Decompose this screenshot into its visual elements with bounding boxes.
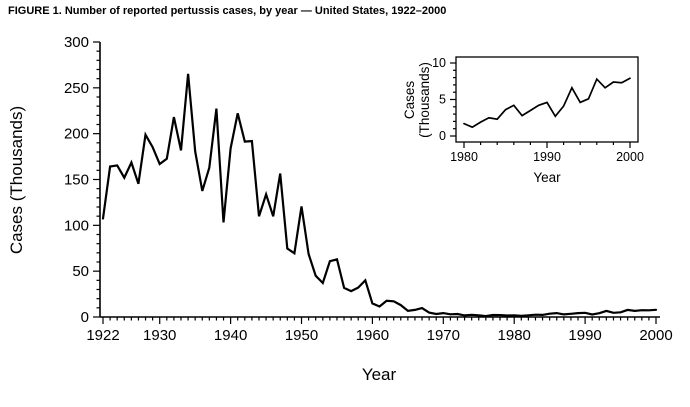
main-y-axis-label: Cases (Thousands) — [7, 106, 26, 254]
x-tick-label: 1922 — [86, 327, 119, 344]
y-tick-label: 100 — [64, 217, 89, 234]
inset-y-axis-label-line2: (Thousands) — [417, 62, 432, 138]
y-tick-label: 50 — [72, 263, 89, 280]
main-chart: 1922 1930 1940 1950 1960 1970 1980 1990 20000501… — [7, 34, 673, 384]
x-tick-label: 1940 — [214, 327, 247, 344]
main-x-axis-label: Year — [362, 365, 397, 384]
y-tick-label: 200 — [64, 126, 89, 143]
x-tick-label: 1990 — [568, 327, 601, 344]
inset-y-axis-label-line1: Cases — [402, 81, 417, 120]
inset-series-line — [463, 77, 631, 129]
inset-x-axis-label: Year — [533, 170, 561, 185]
y-tick-label: 300 — [64, 34, 89, 51]
x-tick-label: 1930 — [143, 327, 176, 344]
x-tick-label: 1950 — [285, 327, 318, 344]
inset-frame — [455, 56, 639, 143]
y-tick-label: 0 — [81, 309, 89, 326]
x-tick-label: 1980 — [498, 327, 531, 344]
figure-title: FIGURE 1. Number of reported pertussis c… — [8, 5, 447, 17]
inset-y-tick-label: 5 — [439, 93, 446, 107]
inset-y-tick-label: 0 — [439, 129, 446, 143]
y-tick-label: 150 — [64, 172, 89, 189]
y-tick-label: 250 — [64, 80, 89, 97]
x-tick-label: 1960 — [356, 327, 389, 344]
inset-y-tick-label: 10 — [432, 56, 446, 70]
x-tick-label: 1970 — [427, 327, 460, 344]
main-series-line — [101, 73, 658, 318]
inset-x-tick-label: 1990 — [533, 150, 561, 164]
inset-x-tick-label: 1980 — [450, 150, 478, 164]
x-tick-label: 2000 — [639, 327, 672, 344]
inset-x-tick-label: 2000 — [616, 150, 644, 164]
inset-chart: 1980 1990 2000 0 5 10 Year Cases (Thousands) — [402, 56, 644, 185]
pertussis-cases-chart: 1922 1930 1940 1950 1960 1970 1980 1990 20000501… — [7, 34, 673, 384]
